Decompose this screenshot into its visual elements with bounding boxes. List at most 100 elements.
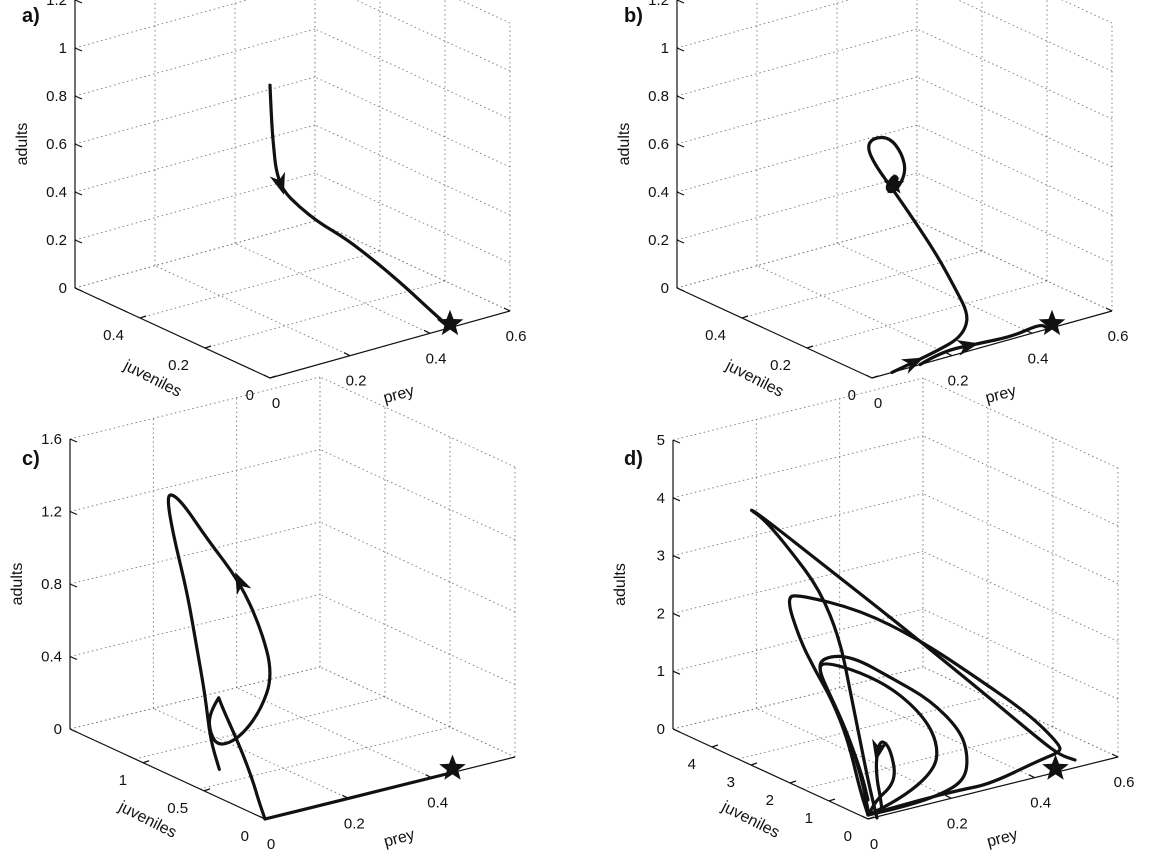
grid-lines	[74, 0, 511, 379]
z-tick-label: 2	[657, 605, 665, 622]
gridline	[319, 594, 516, 685]
z-tick-label: 0.8	[41, 576, 62, 593]
z-tick-label: 0.8	[46, 88, 67, 105]
x-tick-label: 0.4	[1030, 795, 1051, 812]
x-tick-label: 0.4	[426, 350, 447, 367]
z-tick-mark	[676, 191, 685, 196]
gridline	[836, 242, 1033, 334]
y-tick-label: 0.2	[168, 357, 189, 374]
x-tick-mark	[263, 374, 271, 379]
z-tick-label: 1.2	[46, 0, 67, 9]
z-tick-label: 1	[59, 40, 67, 57]
gridline	[69, 376, 321, 440]
z-tick-label: 0.4	[648, 184, 669, 201]
trajectory-line	[867, 135, 969, 374]
y-tick-label: 3	[727, 774, 735, 791]
x-tick-label: 0.2	[346, 373, 367, 390]
z-tick-mark	[69, 583, 78, 588]
z-tick-label: 0	[59, 280, 67, 297]
adults-axis-title: adults	[9, 563, 26, 606]
prey-axis	[871, 310, 1113, 379]
gridline	[314, 172, 511, 264]
y-tick-mark	[750, 762, 758, 766]
gridline	[69, 449, 321, 512]
z-tick-mark	[74, 191, 83, 196]
gridline	[676, 124, 918, 193]
y-tick-label: 0	[844, 828, 852, 845]
y-tick-label: 1	[119, 772, 127, 789]
trajectory-arrow	[235, 572, 252, 596]
gridline	[459, 0, 511, 24]
juveniles-axis	[69, 728, 266, 820]
x-tick-label: 0	[267, 836, 275, 853]
trajectory-arrow	[900, 357, 924, 374]
z-tick-mark	[74, 47, 83, 52]
z-tick-label: 0.2	[46, 232, 67, 249]
gridline	[676, 0, 851, 49]
y-tick-mark	[867, 816, 875, 820]
gridline	[916, 76, 1113, 168]
gridline	[236, 687, 432, 779]
gridline	[922, 377, 1119, 469]
juveniles-axis	[676, 287, 873, 379]
z-tick-label: 0	[657, 721, 665, 738]
gridline	[69, 666, 321, 730]
z-tick-mark	[676, 287, 685, 292]
y-tick-mark	[828, 798, 836, 802]
y-tick-label: 0	[848, 387, 856, 404]
y-tick-mark	[204, 345, 212, 349]
y-tick-mark	[142, 760, 150, 764]
x-tick-label: 0.4	[427, 795, 448, 812]
y-tick-mark	[269, 375, 277, 379]
y-tick-label: 0.4	[705, 327, 726, 344]
x-tick-mark	[861, 815, 869, 820]
gridline	[916, 172, 1113, 264]
x-tick-mark	[1105, 307, 1113, 312]
x-tick-label: 0.6	[506, 328, 527, 345]
gridline	[922, 435, 1119, 527]
z-tick-mark	[672, 439, 681, 444]
z-tick-label: 5	[657, 432, 665, 449]
gridline	[672, 377, 924, 441]
gridline	[74, 220, 316, 289]
y-tick-label: 1	[805, 810, 813, 827]
z-tick-label: 1.2	[648, 0, 669, 9]
equilibrium-star	[883, 173, 905, 194]
y-tick-mark	[139, 315, 147, 319]
prey-axis-title: prey	[382, 826, 416, 850]
prey-axis-title: prey	[382, 383, 416, 407]
gridline	[234, 242, 431, 334]
z-tick-mark	[74, 95, 83, 100]
gridline	[741, 250, 983, 319]
x-tick-label: 0.2	[948, 373, 969, 390]
y-tick-mark	[711, 744, 719, 748]
x-tick-mark	[945, 794, 952, 799]
x-tick-mark	[503, 307, 511, 312]
z-tick-label: 0	[661, 280, 669, 297]
z-tick-label: 0.4	[46, 184, 67, 201]
y-tick-label: 0	[241, 828, 249, 845]
z-tick-mark	[672, 555, 681, 560]
gridline	[672, 608, 924, 672]
z-tick-mark	[672, 612, 681, 617]
adults-axis-title: adults	[14, 123, 31, 166]
gridline	[916, 124, 1113, 216]
panel-label: b)	[624, 5, 643, 27]
x-tick-mark	[945, 352, 953, 357]
x-tick-label: 0.4	[1028, 350, 1049, 367]
x-tick-label: 0	[874, 395, 882, 412]
equilibrium-star	[439, 754, 466, 780]
equilibrium-star	[1042, 754, 1069, 780]
trajectory-line	[918, 323, 1054, 367]
gridline	[154, 265, 351, 357]
y-tick-label: 0.4	[103, 327, 124, 344]
z-tick-mark	[69, 438, 78, 443]
gridline	[839, 687, 1035, 779]
trajectory-line	[268, 83, 452, 330]
z-tick-label: 1.2	[41, 504, 62, 521]
trajectory-line	[166, 493, 272, 771]
z-tick-mark	[676, 95, 685, 100]
trajectory-arrow	[269, 171, 285, 195]
y-tick-label: 4	[688, 756, 696, 773]
x-tick-label: 0.2	[344, 815, 365, 832]
